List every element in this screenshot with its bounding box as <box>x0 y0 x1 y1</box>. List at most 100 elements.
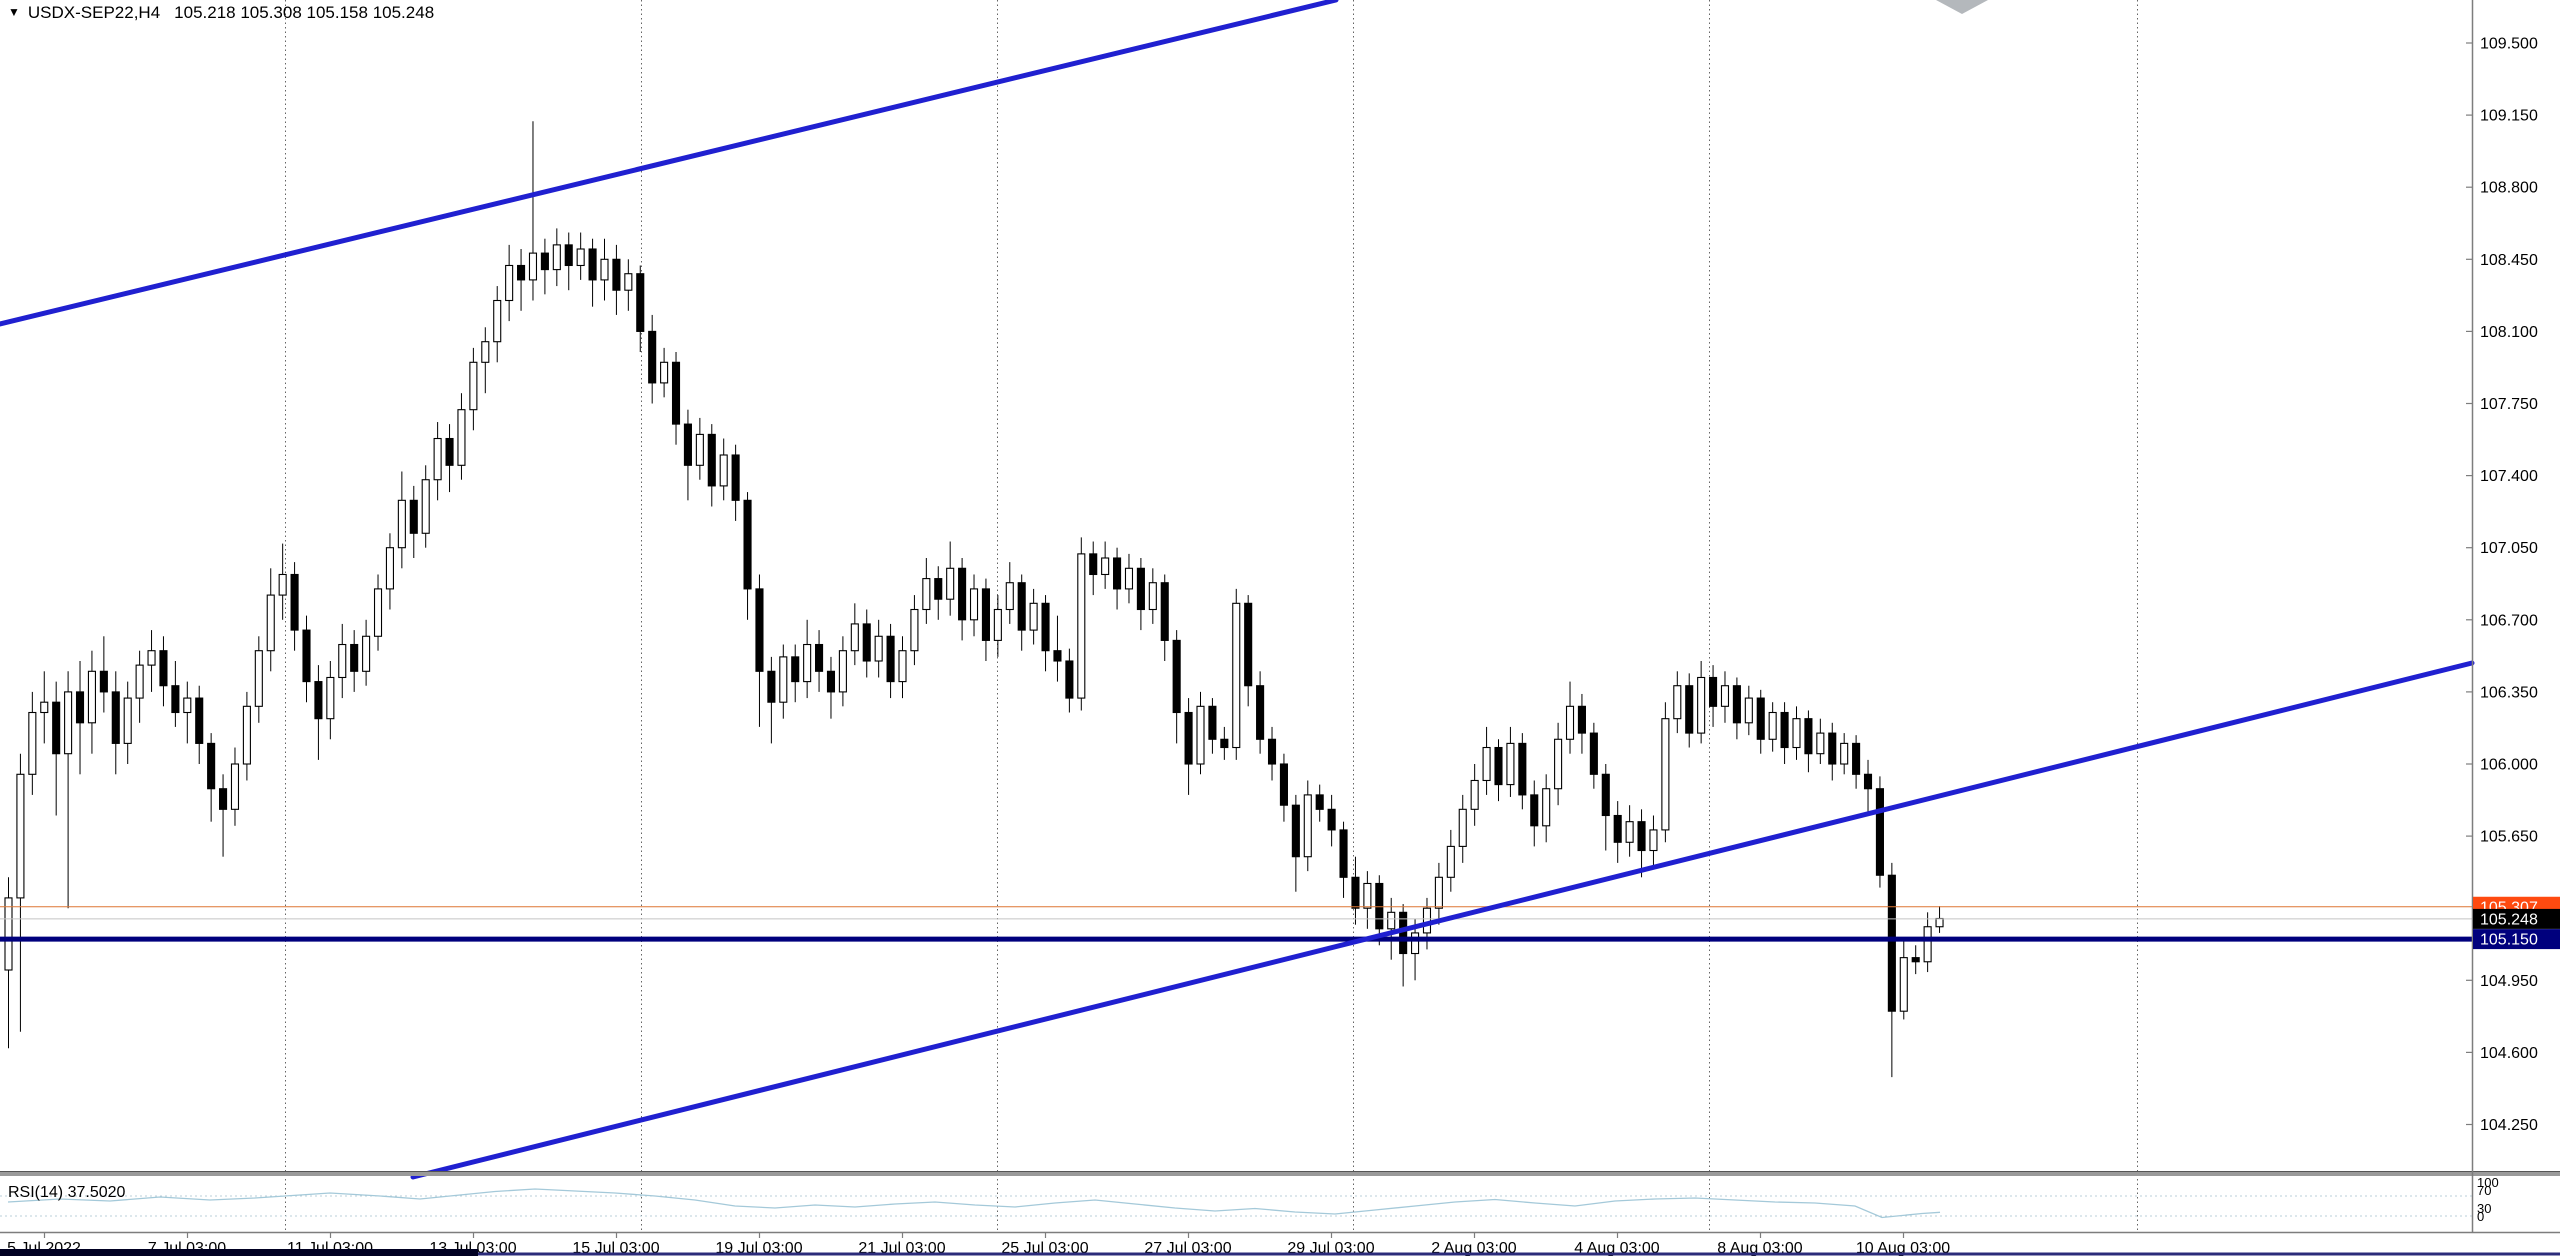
candle-down <box>1732 685 1741 724</box>
candle-down <box>75 691 85 724</box>
candle-up <box>1899 957 1908 1012</box>
candle-down <box>517 264 526 281</box>
candle-up <box>28 711 37 775</box>
candle-down <box>1184 711 1193 765</box>
candle-up <box>1565 705 1575 740</box>
candle-up <box>1446 845 1455 878</box>
candle-down <box>1613 814 1622 843</box>
candle-down <box>934 578 943 600</box>
candle-up <box>242 705 251 765</box>
price-tick-label: 107.050 <box>2480 540 2538 557</box>
candle-up <box>1148 582 1157 611</box>
candle-down <box>1637 821 1646 852</box>
candle-up <box>1673 685 1682 720</box>
candle-up <box>278 573 287 596</box>
channel-upper[interactable] <box>0 0 1339 327</box>
time-tick-label: 4 Aug 03:00 <box>1574 1240 1660 1256</box>
time-tick-label: 19 Jul 03:00 <box>715 1240 802 1256</box>
price-tick-label: 109.150 <box>2480 108 2538 125</box>
bid-line-tag <box>2473 908 2560 929</box>
candle-up <box>1232 602 1241 749</box>
candle-down <box>1685 685 1694 734</box>
candle-up <box>803 643 812 683</box>
candle-down <box>195 697 204 744</box>
candle-down <box>52 701 61 755</box>
candle-up <box>779 656 788 703</box>
down-triangle-marker-icon[interactable] <box>1936 0 1988 14</box>
rsi-scale-label: 0 <box>2477 1209 2484 1224</box>
candle-up <box>838 650 847 693</box>
rsi-scale-label: 100 <box>2477 1175 2499 1190</box>
candle-down <box>1530 794 1539 827</box>
candle-down <box>1756 697 1765 740</box>
time-tick-label: 21 Jul 03:00 <box>858 1240 945 1256</box>
candle-down <box>1494 746 1503 786</box>
candle-up <box>397 499 406 549</box>
candle-up <box>230 763 240 810</box>
candle-up <box>87 670 96 724</box>
candle-up <box>135 664 144 699</box>
candle-up <box>624 273 633 291</box>
candle-up <box>1744 697 1753 724</box>
candle-down <box>1315 794 1324 810</box>
candle-down <box>1804 718 1813 755</box>
candle-down <box>1041 602 1050 652</box>
candle-down <box>1172 639 1181 714</box>
candle-up <box>1923 926 1932 963</box>
candle-up <box>1434 876 1443 909</box>
candle-up <box>469 361 478 411</box>
rsi-indicator-label: RSI(14) 37.5020 <box>8 1184 126 1201</box>
price-tick-label: 106.000 <box>2480 757 2538 774</box>
candle-up <box>1506 742 1515 786</box>
candle-down <box>1256 685 1265 740</box>
candle-down <box>683 423 692 466</box>
candle-down <box>302 629 311 683</box>
price-tick-label: 104.250 <box>2480 1117 2538 1134</box>
channel-lower[interactable] <box>410 660 2475 1180</box>
candle-down <box>731 454 740 501</box>
candle-down <box>1887 874 1896 1012</box>
candle-down <box>671 361 681 425</box>
candle-up <box>362 635 371 672</box>
candle-down <box>1017 582 1026 631</box>
rsi-line <box>7 1188 1941 1219</box>
candle-down <box>1113 557 1122 590</box>
candle-up <box>946 567 955 600</box>
candle-up <box>123 697 132 744</box>
candle-down <box>826 670 836 693</box>
candle-up <box>660 361 669 384</box>
candle-down <box>755 588 764 672</box>
candle-up <box>1840 742 1849 765</box>
symbol-name: USDX-SEP22,H4 <box>27 3 161 22</box>
candle-down <box>886 635 895 683</box>
pane-separator[interactable] <box>0 1172 2560 1176</box>
candle-up <box>552 244 561 271</box>
candle-down <box>219 788 228 810</box>
time-tick-label: 8 Aug 03:00 <box>1717 1240 1803 1256</box>
candle-down <box>1267 738 1277 765</box>
symbol-quote-line: ▼ USDX-SEP22,H4 105.218 105.308 105.158 10… <box>8 3 434 23</box>
candle-down <box>1136 567 1145 611</box>
candle-up <box>1196 705 1205 765</box>
candle-down <box>612 258 621 291</box>
candle-down <box>99 670 108 693</box>
candle-up <box>481 341 490 363</box>
candle-up <box>1554 738 1563 790</box>
candle-down <box>1339 829 1348 878</box>
symbol-dropdown-icon[interactable]: ▼ <box>8 5 20 19</box>
candle-down <box>636 273 645 332</box>
candle-down <box>1601 773 1610 817</box>
candle-down <box>445 437 454 466</box>
candle-down <box>1220 738 1229 749</box>
price-tick-label: 109.500 <box>2480 36 2538 53</box>
candle-down <box>1327 808 1336 831</box>
candle-up <box>1387 911 1396 930</box>
price-tick-label: 108.800 <box>2480 180 2538 197</box>
candle-down <box>1911 957 1920 963</box>
candle-down <box>707 433 716 487</box>
candle-up <box>1625 821 1634 843</box>
scrollbar-thumb[interactable] <box>0 1249 478 1256</box>
candle-down <box>981 588 990 641</box>
